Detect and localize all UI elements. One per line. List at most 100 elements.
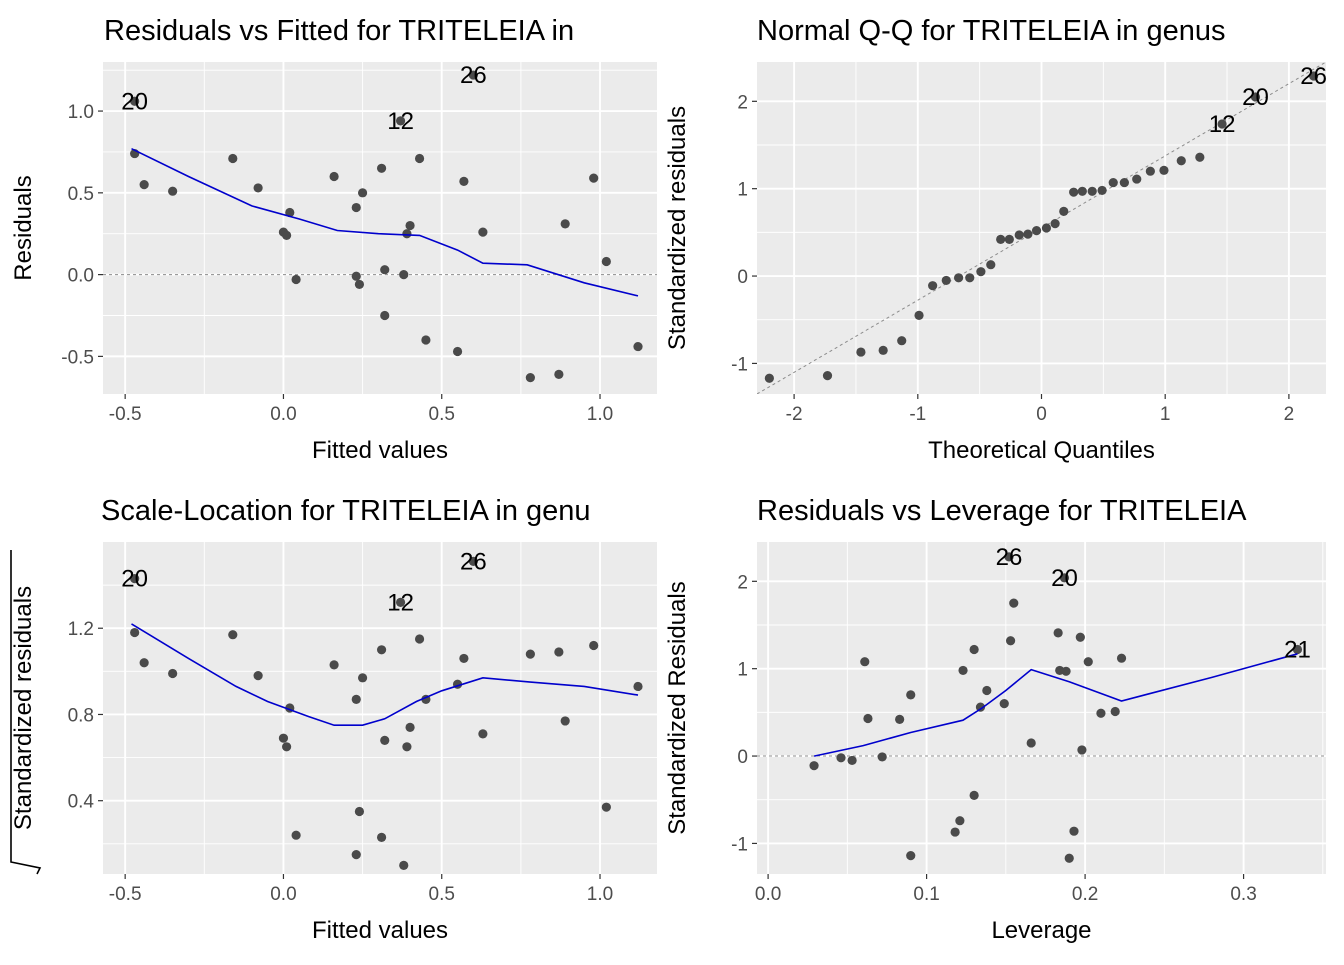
data-point bbox=[560, 716, 570, 726]
data-point bbox=[1075, 632, 1085, 642]
data-point bbox=[395, 597, 406, 607]
point-label: 20 bbox=[1051, 565, 1078, 592]
data-point bbox=[291, 274, 301, 285]
y-tick-label: 0.8 bbox=[68, 705, 94, 726]
data-point bbox=[822, 371, 833, 381]
chart-panel-3: 20 12 26 -0.5 0.0 0.5 1.0 0.4 0.8 1.2 Scale-Locati… bbox=[10, 495, 657, 944]
x-tick-label: 0.2 bbox=[1072, 884, 1098, 905]
data-point bbox=[1059, 206, 1069, 216]
point-label: 26 bbox=[460, 62, 487, 89]
data-point bbox=[1004, 552, 1014, 562]
data-point bbox=[1023, 229, 1033, 239]
data-point bbox=[836, 753, 846, 763]
point-label: 21 bbox=[1284, 636, 1311, 663]
gridlines bbox=[103, 62, 657, 394]
data-point bbox=[525, 649, 535, 659]
data-point bbox=[996, 234, 1006, 244]
data-point bbox=[906, 851, 916, 861]
point-label: 20 bbox=[121, 88, 148, 115]
data-point bbox=[253, 671, 263, 681]
data-point bbox=[1195, 152, 1205, 162]
point-label: 20 bbox=[1242, 84, 1269, 111]
data-point bbox=[601, 802, 611, 812]
data-point bbox=[809, 761, 819, 771]
y-tick-label: -0.5 bbox=[61, 347, 94, 368]
sqrt-radical-icon bbox=[10, 550, 42, 875]
data-point bbox=[405, 722, 415, 733]
plot-background bbox=[757, 542, 1326, 874]
chart-title: Residuals vs Fitted for TRITELEIA in bbox=[104, 15, 574, 47]
gridlines bbox=[103, 542, 657, 874]
x-axis-label: Leverage bbox=[991, 917, 1091, 944]
chart-panel-1: 20 12 26 -0.5 0.0 0.5 1.0 -0.5 0.0 0.5 1.0 Residual… bbox=[10, 15, 657, 464]
x-tick-label: 0.0 bbox=[270, 404, 296, 425]
qq-reference-line bbox=[757, 62, 1326, 394]
data-point bbox=[130, 96, 140, 106]
data-point bbox=[1077, 186, 1087, 196]
data-point bbox=[357, 673, 368, 683]
data-point bbox=[1005, 636, 1016, 646]
data-point bbox=[982, 685, 992, 696]
plot-area bbox=[103, 70, 657, 383]
smooth-line bbox=[131, 623, 639, 726]
data-point bbox=[1108, 177, 1118, 188]
data-point bbox=[999, 699, 1009, 709]
y-tick-label: 0.0 bbox=[68, 266, 94, 287]
y-axis-label: Standardized Residuals bbox=[664, 581, 691, 835]
data-point bbox=[459, 176, 469, 186]
x-tick-label: 0.0 bbox=[270, 884, 296, 905]
data-point bbox=[414, 634, 425, 644]
y-tick-label: -1 bbox=[731, 354, 748, 375]
chart-title: Scale-Location for TRITELEIA in genu bbox=[101, 495, 591, 527]
data-point bbox=[402, 742, 412, 752]
data-point bbox=[856, 347, 866, 357]
data-point bbox=[1004, 234, 1014, 244]
data-point bbox=[1050, 219, 1060, 229]
data-point bbox=[928, 281, 938, 291]
data-point bbox=[130, 627, 140, 638]
x-tick-label: 0.5 bbox=[429, 404, 455, 425]
plot-area bbox=[757, 552, 1326, 863]
data-point bbox=[414, 153, 425, 164]
data-point bbox=[969, 644, 979, 655]
y-tick-label: 1 bbox=[737, 180, 748, 201]
data-point bbox=[1097, 185, 1107, 196]
point-label: 12 bbox=[387, 589, 414, 616]
data-point bbox=[351, 271, 361, 281]
data-point bbox=[395, 116, 406, 126]
data-point bbox=[860, 657, 870, 667]
data-point bbox=[1014, 230, 1024, 240]
data-point bbox=[954, 273, 964, 283]
data-point bbox=[589, 640, 599, 651]
data-point bbox=[525, 373, 535, 383]
data-point bbox=[282, 742, 292, 752]
data-point bbox=[380, 735, 390, 745]
y-tick-label: 0.4 bbox=[68, 792, 95, 813]
data-point bbox=[1031, 226, 1042, 236]
data-point bbox=[354, 806, 365, 817]
data-point bbox=[285, 207, 295, 218]
data-point bbox=[955, 816, 965, 826]
data-point bbox=[1009, 598, 1019, 608]
data-point bbox=[1069, 826, 1079, 836]
y-axis-label: Residuals bbox=[10, 175, 37, 280]
data-point bbox=[1087, 186, 1097, 196]
data-point bbox=[633, 681, 643, 692]
y-tick-label: -1 bbox=[731, 834, 748, 855]
data-point bbox=[906, 690, 916, 700]
data-point bbox=[764, 373, 774, 383]
x-tick-label: 1.0 bbox=[587, 884, 613, 905]
point-label: 26 bbox=[1300, 63, 1327, 90]
data-point bbox=[1119, 177, 1129, 188]
data-point bbox=[253, 183, 263, 193]
data-point bbox=[228, 153, 238, 164]
data-point bbox=[601, 256, 611, 267]
y-tick-label: 0 bbox=[737, 267, 748, 288]
point-label: 26 bbox=[996, 544, 1023, 571]
chart-title: Residuals vs Leverage for TRITELEIA bbox=[757, 495, 1247, 527]
data-point bbox=[554, 369, 564, 379]
data-point bbox=[1176, 156, 1186, 166]
plot-background bbox=[103, 542, 657, 874]
data-point bbox=[1116, 653, 1127, 663]
